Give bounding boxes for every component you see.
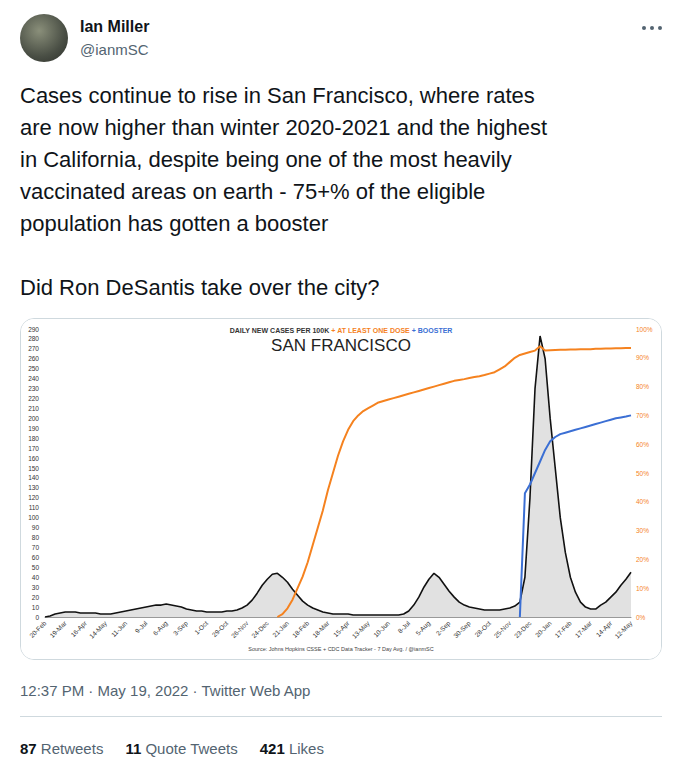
html-text:population has gotten a booste: population has gotten a booster xyxy=(20,211,329,236)
svg-text:Source: Johns Hopkins CSSE + C: Source: Johns Hopkins CSSE + CDC Data Tr… xyxy=(248,646,433,652)
html-text:are now higher than winter 202: are now higher than winter 2020-2021 and… xyxy=(20,115,548,140)
svg-text:11-Jun: 11-Jun xyxy=(110,619,129,638)
svg-text:1-Oct: 1-Oct xyxy=(193,619,209,635)
svg-text:80%: 80% xyxy=(636,383,649,390)
svg-text:160: 160 xyxy=(28,455,39,462)
svg-text:23-Dec: 23-Dec xyxy=(513,619,533,639)
svg-text:190: 190 xyxy=(28,425,39,432)
svg-text:18-Mar: 18-Mar xyxy=(311,619,331,639)
svg-text:15-Apr: 15-Apr xyxy=(332,619,352,639)
svg-text:6-Aug: 6-Aug xyxy=(152,619,170,637)
html-text:Cases continue to rise in San: Cases continue to rise in San Francisco,… xyxy=(20,83,535,108)
svg-text:170: 170 xyxy=(28,445,39,452)
svg-text:10%: 10% xyxy=(636,585,649,592)
svg-text:26-Nov: 26-Nov xyxy=(230,619,250,639)
svg-text:230: 230 xyxy=(28,385,39,392)
html-text:in California, despite being o: in California, despite being one of the … xyxy=(20,147,512,172)
svg-text:40%: 40% xyxy=(636,498,649,505)
svg-text:130: 130 xyxy=(28,484,39,491)
svg-text:14-May: 14-May xyxy=(88,619,109,640)
svg-text:40: 40 xyxy=(32,574,40,581)
svg-text:+ AT LEAST ONE DOSE: + AT LEAST ONE DOSE xyxy=(331,327,410,334)
svg-text:28-Oct: 28-Oct xyxy=(473,619,492,638)
svg-text:280: 280 xyxy=(28,335,39,342)
svg-text:0: 0 xyxy=(35,614,39,621)
html-text:11 Quote Tweets: 11 Quote Tweets xyxy=(125,740,238,757)
html-text:vaccinated areas on earth - 75: vaccinated areas on earth - 75+% of the … xyxy=(20,179,486,204)
svg-text:9-Jul: 9-Jul xyxy=(134,620,149,635)
svg-text:30-Sep: 30-Sep xyxy=(452,619,473,640)
svg-text:10-Jun: 10-Jun xyxy=(372,619,391,638)
svg-text:50: 50 xyxy=(32,564,40,571)
svg-text:60: 60 xyxy=(32,554,40,561)
svg-text:19-Mar: 19-Mar xyxy=(48,619,68,639)
svg-text:180: 180 xyxy=(28,435,39,442)
svg-text:DAILY NEW CASES PER 100K: DAILY NEW CASES PER 100K xyxy=(230,327,330,334)
svg-text:17-Mar: 17-Mar xyxy=(574,619,594,639)
svg-text:120: 120 xyxy=(28,494,39,501)
svg-text:0%: 0% xyxy=(636,614,646,621)
svg-text:60%: 60% xyxy=(636,441,649,448)
svg-text:100%: 100% xyxy=(636,326,653,333)
html-text:12:37 PM · May 19, 2022 · Twit: 12:37 PM · May 19, 2022 · Twitter Web Ap… xyxy=(20,682,311,699)
svg-text:21-Jan: 21-Jan xyxy=(271,619,290,638)
svg-text:100: 100 xyxy=(28,514,39,521)
svg-text:220: 220 xyxy=(28,395,39,402)
svg-text:18-Feb: 18-Feb xyxy=(291,619,311,639)
svg-text:20-Jan: 20-Jan xyxy=(534,619,553,638)
svg-text:25-Nov: 25-Nov xyxy=(493,619,513,639)
svg-text:13-May: 13-May xyxy=(351,619,372,640)
html-text:87 Retweets: 87 Retweets xyxy=(20,740,104,757)
svg-text:2-Sep: 2-Sep xyxy=(434,619,452,637)
svg-text:210: 210 xyxy=(28,405,39,412)
html-text:421 Likes: 421 Likes xyxy=(259,740,324,757)
svg-text:270: 270 xyxy=(28,345,39,352)
svg-text:30: 30 xyxy=(32,584,40,591)
svg-text:20: 20 xyxy=(32,594,40,601)
svg-text:70%: 70% xyxy=(636,412,649,419)
svg-text:140: 140 xyxy=(28,474,39,481)
html-text:Did Ron DeSantis take over the: Did Ron DeSantis take over the city? xyxy=(20,275,380,300)
svg-text:3-Sep: 3-Sep xyxy=(172,619,190,637)
svg-text:90%: 90% xyxy=(636,354,649,361)
html-text:Ian Miller: Ian Miller xyxy=(80,18,150,35)
svg-text:290: 290 xyxy=(28,326,39,333)
svg-text:12-May: 12-May xyxy=(613,619,634,640)
svg-text:80: 80 xyxy=(32,534,40,541)
svg-text:10: 10 xyxy=(32,604,40,611)
svg-text:150: 150 xyxy=(28,465,39,472)
svg-text:+ BOOSTER: + BOOSTER xyxy=(412,327,453,334)
svg-text:14-Apr: 14-Apr xyxy=(595,619,615,639)
html-text:@ianmSC: @ianmSC xyxy=(80,41,149,58)
svg-text:5-Aug: 5-Aug xyxy=(414,619,432,637)
svg-text:8-Jul: 8-Jul xyxy=(396,620,411,635)
svg-text:SAN FRANCISCO: SAN FRANCISCO xyxy=(271,336,411,355)
svg-text:16-Apr: 16-Apr xyxy=(69,619,89,639)
svg-text:240: 240 xyxy=(28,375,39,382)
svg-text:30%: 30% xyxy=(636,527,649,534)
svg-text:110: 110 xyxy=(29,504,40,511)
svg-text:24-Dec: 24-Dec xyxy=(250,619,270,639)
svg-text:70: 70 xyxy=(32,544,40,551)
svg-text:260: 260 xyxy=(28,355,39,362)
svg-text:200: 200 xyxy=(28,415,39,422)
svg-text:29-Oct: 29-Oct xyxy=(211,619,230,638)
svg-text:20%: 20% xyxy=(636,556,649,563)
svg-text:20-Feb: 20-Feb xyxy=(28,619,48,639)
svg-text:90: 90 xyxy=(32,524,40,531)
svg-text:250: 250 xyxy=(28,365,39,372)
svg-text:17-Feb: 17-Feb xyxy=(553,619,573,639)
svg-text:50%: 50% xyxy=(636,470,649,477)
